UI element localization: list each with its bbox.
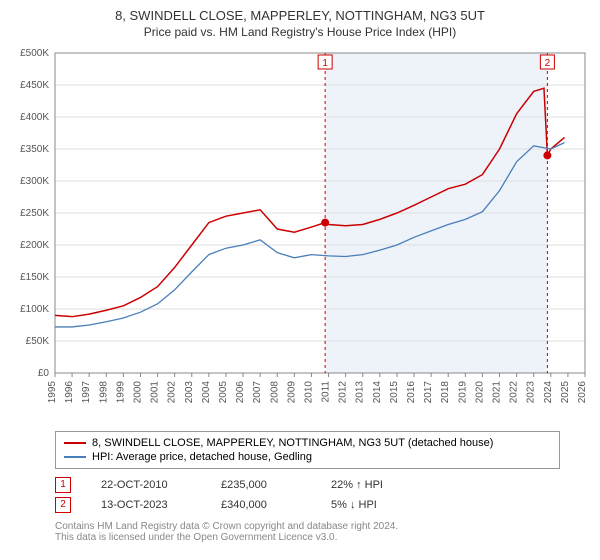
svg-text:£150K: £150K [20,272,49,283]
sale-hpi-2: 5% ↓ HPI [331,499,411,511]
sale-date-1: 22-OCT-2010 [101,479,191,491]
svg-text:2003: 2003 [184,381,195,404]
legend-item-subject: 8, SWINDELL CLOSE, MAPPERLEY, NOTTINGHAM… [64,436,551,450]
svg-text:2023: 2023 [526,381,537,404]
svg-text:£450K: £450K [20,80,49,91]
svg-text:2007: 2007 [252,381,263,404]
svg-text:£350K: £350K [20,144,49,155]
svg-text:2010: 2010 [303,381,314,404]
svg-text:2021: 2021 [492,381,503,404]
sale-marker-2: 2 [55,497,71,513]
svg-text:1998: 1998 [98,381,109,404]
sale-date-2: 13-OCT-2023 [101,499,191,511]
legend-swatch-subject [64,442,86,444]
sale-hpi-1: 22% ↑ HPI [331,479,411,491]
svg-text:£200K: £200K [20,240,49,251]
svg-text:£400K: £400K [20,112,49,123]
svg-text:2000: 2000 [132,381,143,404]
svg-text:1999: 1999 [115,381,126,404]
legend-box: 8, SWINDELL CLOSE, MAPPERLEY, NOTTINGHAM… [55,431,560,469]
svg-text:2019: 2019 [457,381,468,404]
svg-text:1997: 1997 [81,381,92,404]
footer-line-1: Contains HM Land Registry data © Crown c… [55,521,560,532]
svg-text:2004: 2004 [201,381,212,404]
sale-price-1: £235,000 [221,479,301,491]
svg-text:2009: 2009 [286,381,297,404]
svg-text:2013: 2013 [355,381,366,404]
svg-text:2016: 2016 [406,381,417,404]
svg-text:2014: 2014 [372,381,383,404]
svg-text:2005: 2005 [218,381,229,404]
legend-label-subject: 8, SWINDELL CLOSE, MAPPERLEY, NOTTINGHAM… [92,437,493,449]
svg-text:1995: 1995 [47,381,58,404]
svg-text:2006: 2006 [235,381,246,404]
svg-text:2: 2 [545,58,551,69]
svg-text:2022: 2022 [509,381,520,404]
svg-text:2012: 2012 [338,381,349,404]
svg-text:£50K: £50K [26,336,50,347]
sale-row-2: 2 13-OCT-2023 £340,000 5% ↓ HPI [55,495,560,515]
legend-item-hpi: HPI: Average price, detached house, Gedl… [64,450,551,464]
sale-row-1: 1 22-OCT-2010 £235,000 22% ↑ HPI [55,475,560,495]
svg-text:2024: 2024 [543,381,554,404]
svg-text:2001: 2001 [150,381,161,404]
svg-text:1996: 1996 [64,381,75,404]
svg-text:£250K: £250K [20,208,49,219]
footer: Contains HM Land Registry data © Crown c… [55,521,560,543]
svg-text:2015: 2015 [389,381,400,404]
line-chart-svg: £0 £50K £100K £150K £200K £250K £300K £350K £400… [0,43,600,423]
chart-container: 8, SWINDELL CLOSE, MAPPERLEY, NOTTINGHAM… [0,0,600,560]
svg-text:2002: 2002 [167,381,178,404]
svg-text:£100K: £100K [20,304,49,315]
svg-text:£300K: £300K [20,176,49,187]
svg-text:£0: £0 [38,368,50,379]
svg-text:2020: 2020 [474,381,485,404]
svg-text:2008: 2008 [269,381,280,404]
svg-text:2026: 2026 [577,381,588,404]
svg-text:2025: 2025 [560,381,571,404]
sales-table: 1 22-OCT-2010 £235,000 22% ↑ HPI 2 13-OC… [55,475,560,515]
sale-price-2: £340,000 [221,499,301,511]
legend-label-hpi: HPI: Average price, detached house, Gedl… [92,451,312,463]
svg-text:2017: 2017 [423,381,434,404]
title-sub: Price paid vs. HM Land Registry's House … [0,23,600,43]
legend-swatch-hpi [64,456,86,458]
footer-line-2: This data is licensed under the Open Gov… [55,532,560,543]
title-main: 8, SWINDELL CLOSE, MAPPERLEY, NOTTINGHAM… [0,0,600,23]
svg-text:2018: 2018 [440,381,451,404]
chart-area: £0 £50K £100K £150K £200K £250K £300K £350K £400… [0,43,600,423]
svg-text:£500K: £500K [20,48,49,59]
svg-text:2011: 2011 [321,381,332,403]
sale-marker-1: 1 [55,477,71,493]
svg-text:1: 1 [322,58,328,69]
